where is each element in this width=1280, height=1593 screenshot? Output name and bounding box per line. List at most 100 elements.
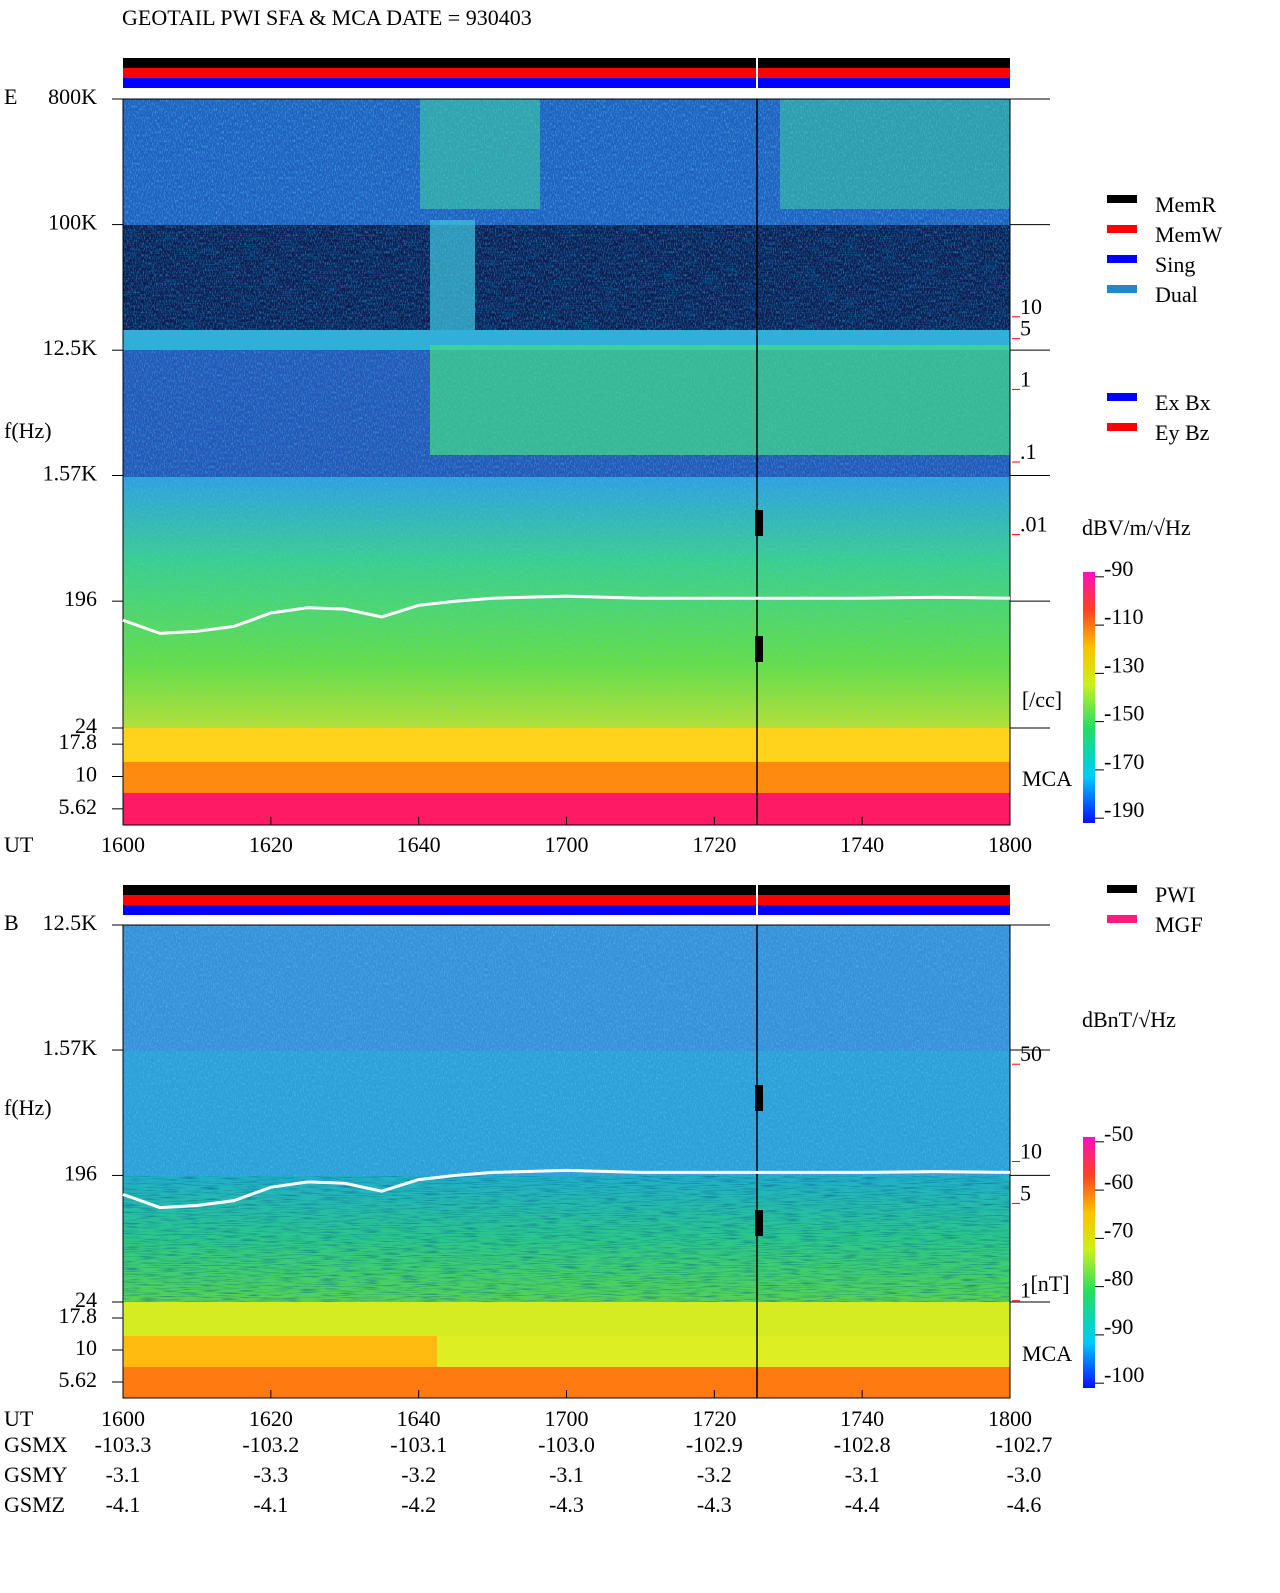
orbit-value: -3.1 <box>845 1462 880 1487</box>
y2-tick-label: .1 <box>1020 439 1037 464</box>
orbit-value: -3.3 <box>253 1462 288 1487</box>
orbit-value: -4.1 <box>253 1492 288 1517</box>
spectrogram-e <box>123 58 1010 825</box>
y-tick-label: 12.5K <box>43 335 98 360</box>
colorbar-tick-label: -190 <box>1104 797 1144 822</box>
x-tick-label: 1740 <box>840 1406 884 1431</box>
colorbar-tick-label: -130 <box>1104 652 1144 677</box>
y-tick-label: 1.57K <box>43 461 98 486</box>
y2-axis-label: [nT] <box>1030 1271 1069 1296</box>
legend-label: Dual <box>1155 282 1198 307</box>
colorbar-label: dBV/m/√Hz <box>1082 515 1191 540</box>
mca-channel-label: 10 <box>75 762 97 787</box>
data-line <box>122 1168 1011 1210</box>
panel-label: B <box>4 910 19 935</box>
colorbar-tick-label: -60 <box>1104 1169 1133 1194</box>
colorbar-tick-label: -110 <box>1104 604 1144 629</box>
orbit-value: -4.1 <box>106 1492 141 1517</box>
orbit-value: -4.3 <box>697 1492 732 1517</box>
orbit-value: -103.2 <box>242 1432 299 1457</box>
mca-channel-label: 17.8 <box>59 729 98 754</box>
colorbar-label: dBnT/√Hz <box>1082 1007 1176 1032</box>
x-axis-label: UT <box>4 832 34 857</box>
orbit-value: -3.0 <box>1007 1462 1042 1487</box>
colorbar-tick-label: -70 <box>1104 1217 1133 1242</box>
legend-label: PWI <box>1155 882 1195 907</box>
y2-tick-label: 10 <box>1020 294 1042 319</box>
orbit-value: -4.2 <box>401 1492 436 1517</box>
mca-label: MCA <box>1022 766 1072 791</box>
colorbar <box>1083 572 1095 823</box>
legend-swatch <box>1107 423 1137 431</box>
orbit-row-label: GSMX <box>4 1432 68 1457</box>
legend-swatch <box>1107 285 1137 293</box>
y2-tick-label: 1 <box>1020 1278 1031 1303</box>
y-tick-label: 24 <box>75 1287 97 1312</box>
colorbar-tick-label: -100 <box>1104 1362 1144 1387</box>
orbit-value: -3.2 <box>697 1462 732 1487</box>
x-tick-label: 1620 <box>249 832 293 857</box>
y2-tick-label: 50 <box>1020 1041 1042 1066</box>
orbit-value: -4.6 <box>1007 1492 1042 1517</box>
y-axis-label: f(Hz) <box>4 1095 52 1120</box>
y-tick-label: 100K <box>48 210 97 235</box>
orbit-value: -103.0 <box>538 1432 595 1457</box>
figure-title: GEOTAIL PWI SFA & MCA DATE = 930403 <box>122 5 532 30</box>
legend-label: Ey Bz <box>1155 420 1210 445</box>
x-tick-label: 1600 <box>101 1406 145 1431</box>
orbit-row-label: GSMZ <box>4 1492 65 1517</box>
mca-channel-label: 5.62 <box>59 1367 98 1392</box>
x-tick-label: 1720 <box>692 1406 736 1431</box>
x-tick-label: 1800 <box>988 832 1032 857</box>
orbit-value: -3.1 <box>549 1462 584 1487</box>
y2-tick-label: 10 <box>1020 1139 1042 1164</box>
y2-tick-label: 5 <box>1020 316 1031 341</box>
legend-label: Sing <box>1155 252 1195 277</box>
y2-axis-label: [/cc] <box>1022 687 1062 712</box>
y-tick-label: 12.5K <box>43 910 98 935</box>
orbit-value: -102.9 <box>686 1432 743 1457</box>
x-tick-label: 1620 <box>249 1406 293 1431</box>
colorbar-tick-label: -150 <box>1104 701 1144 726</box>
spectrogram-b <box>123 885 1010 1398</box>
x-tick-label: 1720 <box>692 832 736 857</box>
x-tick-label: 1700 <box>545 1406 589 1431</box>
data-line <box>122 594 1011 635</box>
colorbar <box>1083 1137 1095 1388</box>
colorbar-tick-label: -90 <box>1104 556 1133 581</box>
orbit-row-label: GSMY <box>4 1462 68 1487</box>
orbit-value: -3.2 <box>401 1462 436 1487</box>
legend-label: Ex Bx <box>1155 390 1211 415</box>
y-tick-label: 24 <box>75 713 97 738</box>
colorbar-tick-label: -80 <box>1104 1266 1133 1291</box>
colorbar-tick-label: -50 <box>1104 1121 1133 1146</box>
orbit-value: -103.1 <box>390 1432 447 1457</box>
y2-tick-label: 5 <box>1020 1180 1031 1205</box>
legend-label: MemR <box>1155 192 1216 217</box>
y-tick-label: 196 <box>64 586 97 611</box>
orbit-value: -4.3 <box>549 1492 584 1517</box>
legend-swatch <box>1107 195 1137 203</box>
x-tick-label: 1800 <box>988 1406 1032 1431</box>
y-tick-label: 1.57K <box>43 1035 98 1060</box>
mca-label: MCA <box>1022 1341 1072 1366</box>
x-axis-label: UT <box>4 1406 34 1431</box>
y-tick-label: 196 <box>64 1160 97 1185</box>
y-axis-label: f(Hz) <box>4 418 52 443</box>
x-tick-label: 1740 <box>840 832 884 857</box>
orbit-value: -102.8 <box>834 1432 891 1457</box>
colorbar-tick-label: -170 <box>1104 749 1144 774</box>
colorbar-tick-label: -90 <box>1104 1314 1133 1339</box>
y2-tick-label: .01 <box>1020 512 1048 537</box>
legend-label: MGF <box>1155 912 1203 937</box>
orbit-value: -3.1 <box>106 1462 141 1487</box>
panel-label: E <box>4 84 17 109</box>
x-tick-label: 1640 <box>397 1406 441 1431</box>
legend-label: MemW <box>1155 222 1222 247</box>
x-tick-label: 1700 <box>545 832 589 857</box>
orbit-value: -102.7 <box>996 1432 1053 1457</box>
legend-swatch <box>1107 225 1137 233</box>
legend-swatch <box>1107 393 1137 401</box>
